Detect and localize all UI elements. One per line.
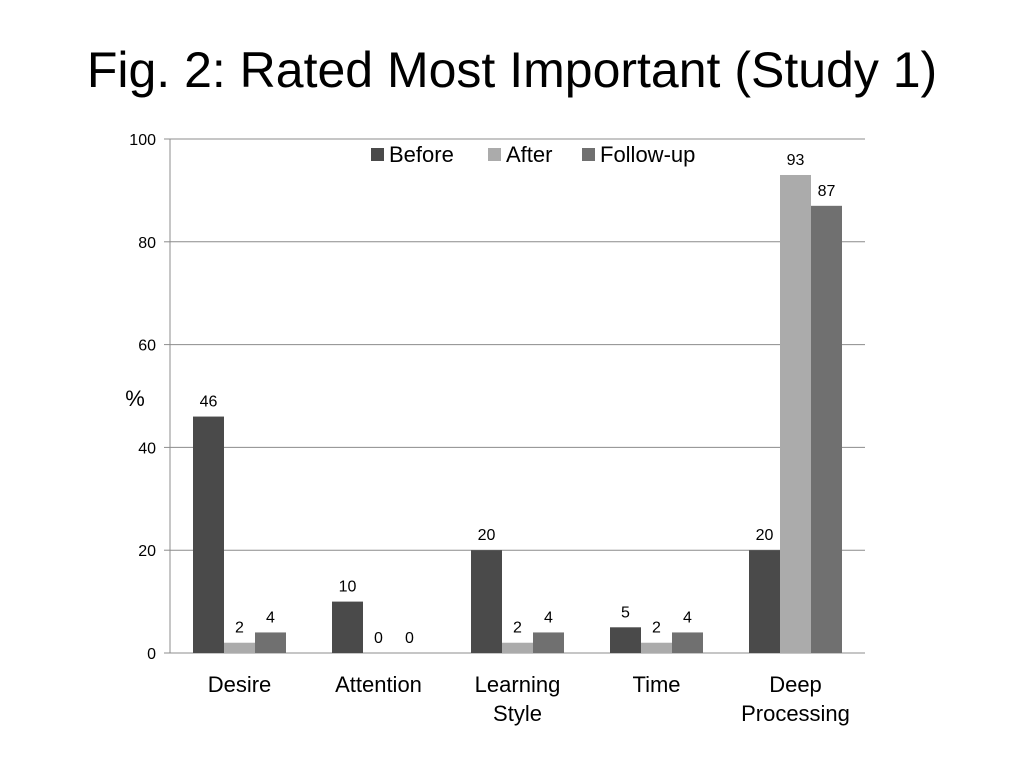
bar-follow-up [533,632,564,653]
data-label: 10 [339,579,357,596]
bar-before [193,416,224,653]
bar-follow-up [255,632,286,653]
data-label: 5 [621,604,630,621]
data-label: 0 [374,630,383,647]
category-label: Deep [769,672,822,697]
legend-swatch [582,148,595,161]
legend-label: Before [389,142,454,167]
y-axis-label: % [125,386,145,411]
legend: Before After Follow-up [371,142,695,167]
data-label: 20 [478,527,496,544]
bar-after [780,174,811,654]
category-label: Learning [475,672,561,697]
category-label: Desire [208,672,272,697]
data-label: 4 [266,609,275,626]
gridlines [170,138,865,551]
bar-after [502,642,533,653]
y-tick-label: 20 [138,543,156,560]
bar-before [749,550,780,653]
bar-after [224,642,255,653]
bar-follow-up [672,632,703,653]
category-label: Processing [741,701,850,726]
y-tick-labels: 0 20 40 60 80 100 [129,132,156,663]
data-label: 4 [544,609,553,626]
legend-swatch [371,148,384,161]
category-label: Attention [335,672,422,697]
category-label: Time [632,672,680,697]
y-tick-label: 100 [129,132,156,149]
data-labels: 46 2 4 10 0 0 20 2 4 5 2 4 20 93 87 [200,152,836,647]
data-label: 2 [513,620,522,637]
data-label: 0 [405,630,414,647]
y-tick-label: 40 [138,440,156,457]
bar-before [610,627,641,653]
data-label: 93 [787,152,805,169]
category-labels: Desire Attention Learning Style Time Deep Proc… [208,672,850,726]
data-label: 2 [235,620,244,637]
bar-follow-up [811,205,842,653]
bar-before [332,601,363,653]
data-label: 46 [200,394,218,411]
data-label: 4 [683,609,692,626]
legend-label: After [506,142,552,167]
y-tick-label: 60 [138,338,156,355]
category-label: Style [493,701,542,726]
slide-title: Fig. 2: Rated Most Important (Study 1) [86,42,938,98]
data-label: 2 [652,620,661,637]
y-tick-label: 80 [138,235,156,252]
bar-before [471,550,502,653]
bar-after [641,642,672,653]
bars [193,174,842,654]
data-label: 87 [818,183,836,200]
legend-swatch [488,148,501,161]
data-label: 20 [756,527,774,544]
legend-label: Follow-up [600,142,695,167]
y-tick-label: 0 [147,646,156,663]
